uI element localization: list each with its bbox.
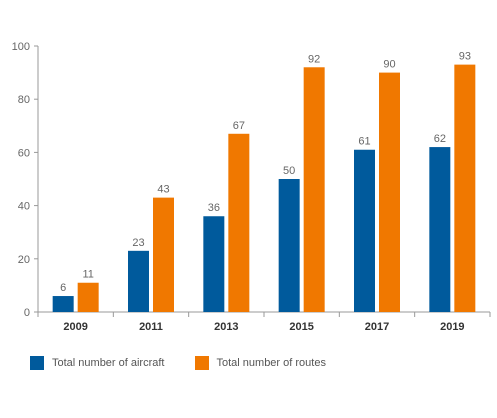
bar-aircraft — [354, 149, 375, 312]
data-label-aircraft: 6 — [60, 282, 66, 294]
bar-routes — [228, 133, 250, 312]
legend-label-routes: Total number of routes — [216, 357, 326, 369]
bar-routes — [379, 72, 400, 312]
y-tick-label: 20 — [18, 254, 30, 266]
bar-routes — [303, 67, 325, 312]
data-label-routes: 43 — [157, 184, 169, 196]
bar-aircraft — [203, 216, 225, 312]
data-label-routes: 92 — [308, 53, 320, 65]
bar-routes — [153, 197, 174, 312]
y-tick-label: 40 — [18, 201, 30, 213]
x-category-label: 2015 — [289, 321, 313, 333]
bar-aircraft — [128, 250, 149, 312]
data-labels: 6 11 23 43 36 67 50 92 61 90 62 93 — [60, 51, 471, 294]
bars — [52, 64, 476, 313]
bar-routes — [454, 64, 476, 313]
legend: Total number of aircraft Total number of… — [30, 356, 356, 370]
x-category-label: 2019 — [440, 321, 464, 333]
legend-swatch-aircraft — [30, 356, 44, 370]
data-label-aircraft: 36 — [208, 202, 220, 214]
legend-label-aircraft: Total number of aircraft — [52, 357, 165, 369]
legend-swatch-routes — [194, 356, 209, 370]
y-axis: 0 20 40 60 80 100 — [12, 41, 39, 319]
bar-aircraft — [52, 296, 74, 312]
legend-item-aircraft: Total number of aircraft — [30, 356, 165, 370]
x-category-label: 2009 — [63, 321, 87, 333]
data-label-routes: 11 — [82, 269, 93, 281]
data-label-aircraft: 61 — [358, 136, 370, 148]
y-tick-label: 80 — [18, 94, 30, 106]
data-label-routes: 90 — [383, 59, 395, 71]
data-label-aircraft: 50 — [283, 165, 295, 177]
x-category-label: 2011 — [139, 321, 163, 333]
x-axis: 2009 2011 2013 2015 2017 2019 — [37, 311, 491, 333]
y-tick-label: 60 — [18, 147, 30, 159]
y-tick-label: 0 — [24, 307, 30, 319]
data-label-routes: 67 — [233, 120, 245, 132]
bar-aircraft — [429, 147, 451, 312]
data-label-routes: 93 — [459, 51, 471, 63]
bar-aircraft — [278, 179, 300, 312]
y-tick-label: 100 — [12, 41, 30, 53]
x-category-label: 2017 — [365, 321, 389, 333]
data-label-aircraft: 23 — [132, 237, 144, 249]
legend-item-routes: Total number of routes — [194, 356, 326, 370]
bar-routes — [77, 282, 99, 312]
x-category-label: 2013 — [214, 321, 238, 333]
data-label-aircraft: 62 — [434, 133, 446, 145]
